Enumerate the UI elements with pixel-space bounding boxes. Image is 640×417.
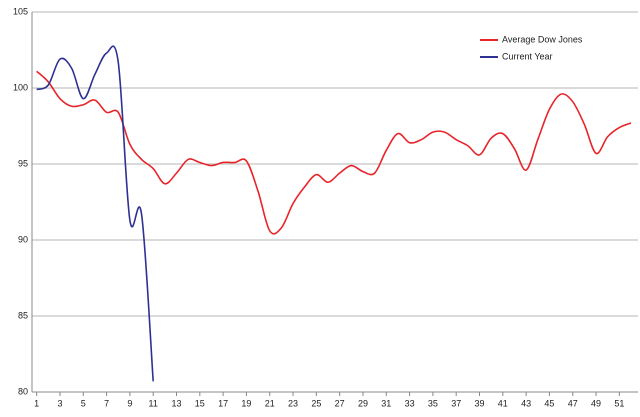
x-tick-label: 29 (358, 398, 368, 408)
x-tick-label: 5 (81, 398, 86, 408)
x-tick-label: 19 (241, 398, 251, 408)
line-series (36, 45, 154, 382)
x-tick-label: 45 (544, 398, 554, 408)
x-tick-label: 39 (474, 398, 484, 408)
x-tick-label: 33 (405, 398, 415, 408)
x-tick-label: 31 (381, 398, 391, 408)
x-tick-label: 13 (171, 398, 181, 408)
x-tick-label: 17 (218, 398, 228, 408)
x-tick-label: 11 (149, 398, 158, 408)
x-tick-label: 15 (195, 398, 205, 408)
x-tick-label: 51 (614, 398, 624, 408)
line-series (36, 70, 632, 235)
x-tick-label: 47 (568, 398, 578, 408)
y-tick-label: 95 (18, 158, 28, 168)
x-tick-label: 27 (335, 398, 345, 408)
x-tick-label: 3 (57, 398, 62, 408)
x-tick-label: 25 (311, 398, 321, 408)
legend-label: Average Dow Jones (502, 34, 583, 44)
y-tick-label: 90 (18, 234, 28, 244)
y-tick-label: 100 (13, 82, 28, 92)
y-tick-label: 80 (18, 386, 28, 396)
legend-label: Current Year (502, 51, 553, 61)
x-tick-label: 9 (127, 398, 132, 408)
x-tick-label: 41 (498, 398, 508, 408)
x-tick-label: 37 (451, 398, 461, 408)
x-tick-label: 7 (104, 398, 109, 408)
y-tick-label: 85 (18, 310, 28, 320)
x-tick-label: 23 (288, 398, 298, 408)
x-tick-label: 1 (34, 398, 39, 408)
y-tick-label: 105 (13, 6, 28, 16)
x-tick-label: 43 (521, 398, 531, 408)
x-tick-label: 21 (265, 398, 275, 408)
x-tick-label: 35 (428, 398, 438, 408)
x-tick-label: 49 (591, 398, 601, 408)
